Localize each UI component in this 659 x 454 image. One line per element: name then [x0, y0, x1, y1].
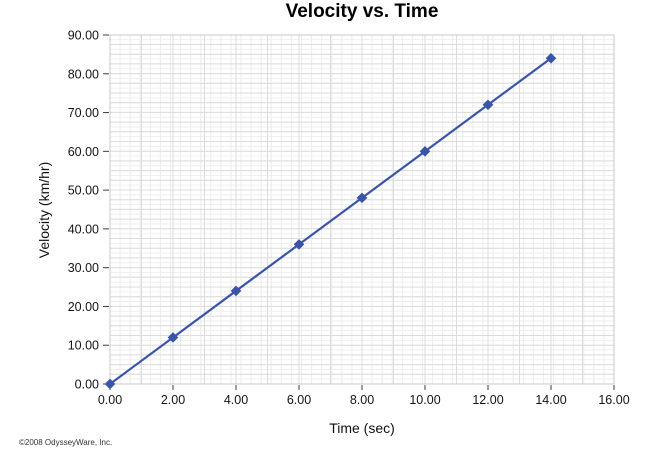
- x-tick-label: 16.00: [598, 393, 629, 407]
- x-tick-label: 2.00: [161, 393, 185, 407]
- y-tick-label: 0.00: [75, 378, 99, 392]
- x-tick-label: 4.00: [224, 393, 248, 407]
- data-point: [356, 192, 368, 204]
- data-line: [108, 57, 553, 386]
- x-tick-label: 14.00: [535, 393, 566, 407]
- x-tick-label: 12.00: [472, 393, 503, 407]
- x-tick-label: 8.00: [350, 393, 374, 407]
- y-tick-label: 60.00: [68, 145, 99, 159]
- data-point: [482, 99, 494, 111]
- y-tick-label: 80.00: [68, 67, 99, 81]
- copyright-text: ©2008 OdysseyWare, Inc.: [19, 438, 113, 447]
- y-tick-label: 20.00: [68, 300, 99, 314]
- y-axis-label: Velocity (km/hr): [36, 161, 52, 259]
- x-axis-label: Time (sec): [329, 420, 395, 436]
- x-tick-label: 6.00: [287, 393, 311, 407]
- x-tick-label: 10.00: [409, 393, 440, 407]
- plot-border: [109, 34, 615, 385]
- data-point: [167, 332, 179, 343]
- data-point: [419, 146, 431, 157]
- data-point: [545, 52, 557, 64]
- y-tick-label: 40.00: [68, 222, 99, 236]
- y-tick-label: 30.00: [68, 261, 99, 275]
- chart-title: Velocity vs. Time: [285, 1, 439, 22]
- x-tick-label: 0.00: [98, 393, 122, 407]
- y-tick-label: 90.00: [68, 29, 99, 43]
- y-tick-label: 50.00: [68, 184, 99, 198]
- data-point: [293, 239, 305, 250]
- data-point: [104, 378, 116, 390]
- y-tick-label: 70.00: [68, 106, 99, 120]
- y-tick-label: 10.00: [68, 339, 99, 353]
- data-point: [230, 285, 242, 297]
